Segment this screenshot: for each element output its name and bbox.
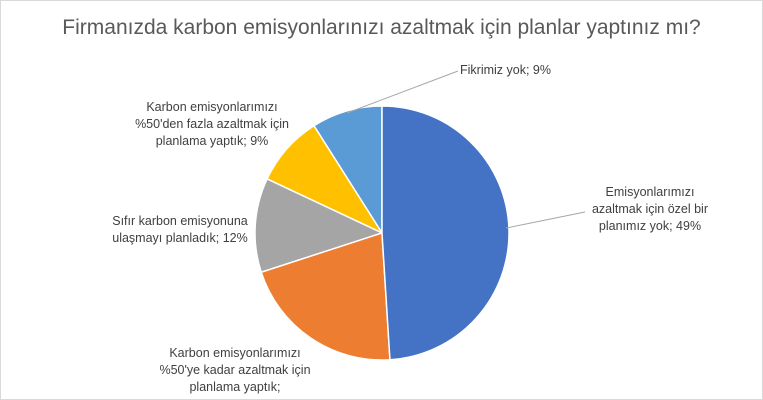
data-label-2: Sıfır karbon emisyonuna ulaşmayı planlad… — [112, 214, 248, 245]
pie-slice-0 — [381, 105, 510, 361]
leader-line-fikrimiz — [346, 70, 459, 114]
leader-line-emisyon — [505, 211, 586, 229]
data-label-0: Emisyonlarımızı azaltmak için özel bir p… — [591, 185, 708, 233]
data-label-1: Karbon emisyonlarımızı %50'ye kadar azal… — [159, 346, 311, 394]
chart-title: Firmanızda karbon emisyonlarınızı azaltm… — [62, 16, 701, 39]
pie-slice-2 — [254, 177, 385, 274]
data-label-4: Fikrimiz yok; 9% — [460, 63, 551, 77]
data-label-3: Karbon emisyonlarımızı %50'den fazla aza… — [135, 100, 289, 148]
pie-slice-1 — [260, 231, 391, 361]
